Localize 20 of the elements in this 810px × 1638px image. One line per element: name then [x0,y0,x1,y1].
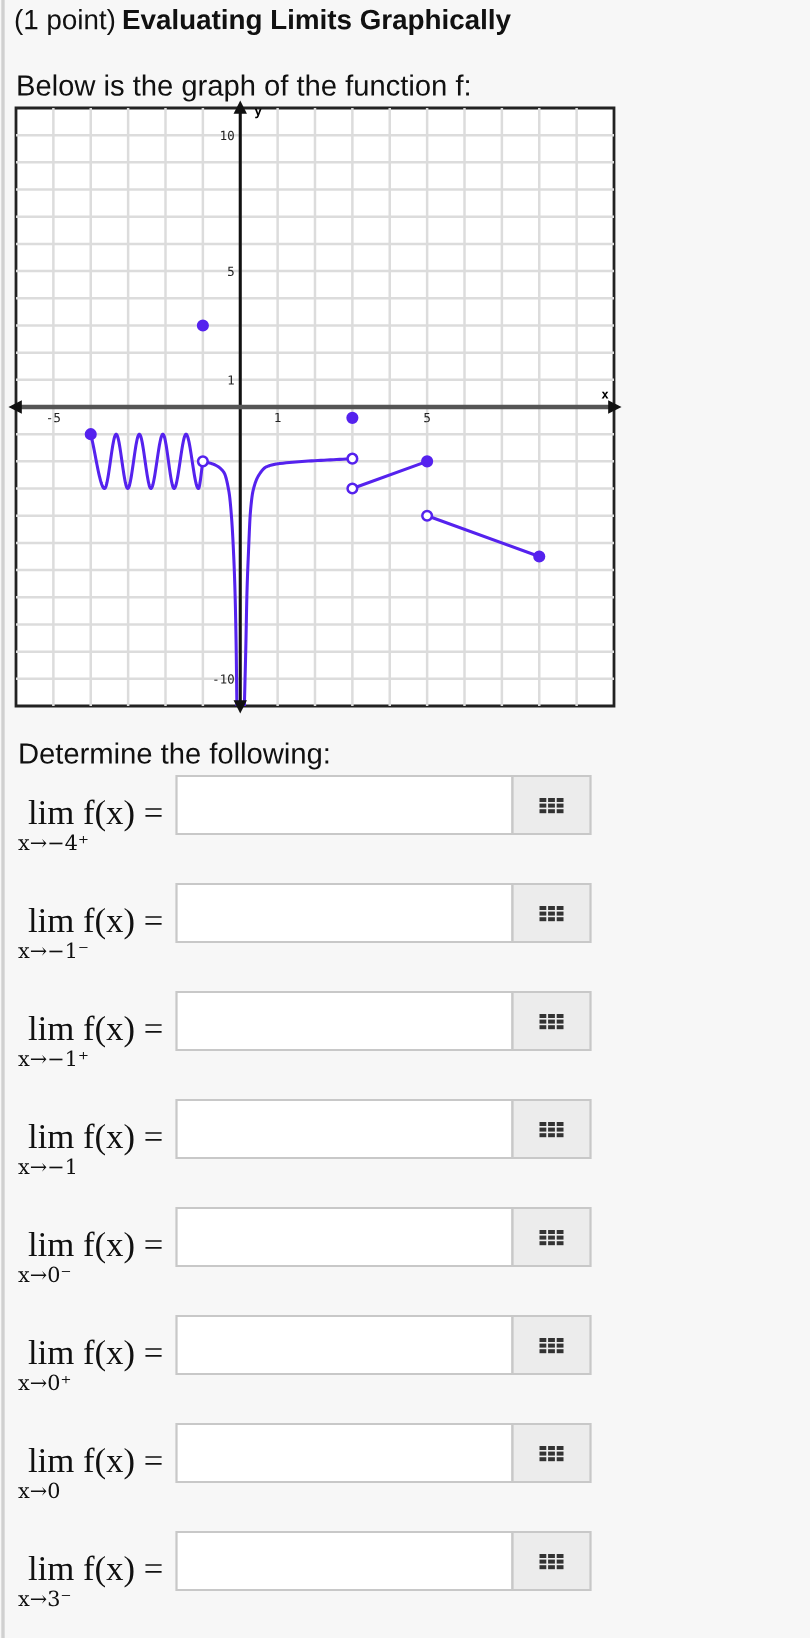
text: (1 point) [15,9,115,35]
text: x→−1⁺ [18,1050,88,1066]
text: x→−4⁺ [18,834,88,850]
text: x→−1⁻ [18,942,88,958]
text: lim f(x) = [28,907,162,940]
text: lim f(x) = [28,1123,162,1156]
text: x→0⁺ [18,1374,71,1391]
text: x→0⁻ [18,1266,71,1283]
text: x→3⁻ [18,1590,71,1607]
text: lim f(x) = [28,1339,162,1372]
chart-subtitle: Below is the graph of the function f: [18,74,469,102]
text: lim f(x) = [28,1447,162,1480]
text: lim f(x) = [28,1015,162,1048]
text: x→0 [18,1482,60,1499]
text: lim f(x) = [28,1231,162,1264]
text: Determine the following: [20,742,329,770]
text: x→−1 [18,1158,75,1174]
text: lim f(x) = [28,1555,162,1588]
text: lim f(x) = [28,799,162,832]
chart-title: Evaluating Limits Graphically [123,8,511,36]
